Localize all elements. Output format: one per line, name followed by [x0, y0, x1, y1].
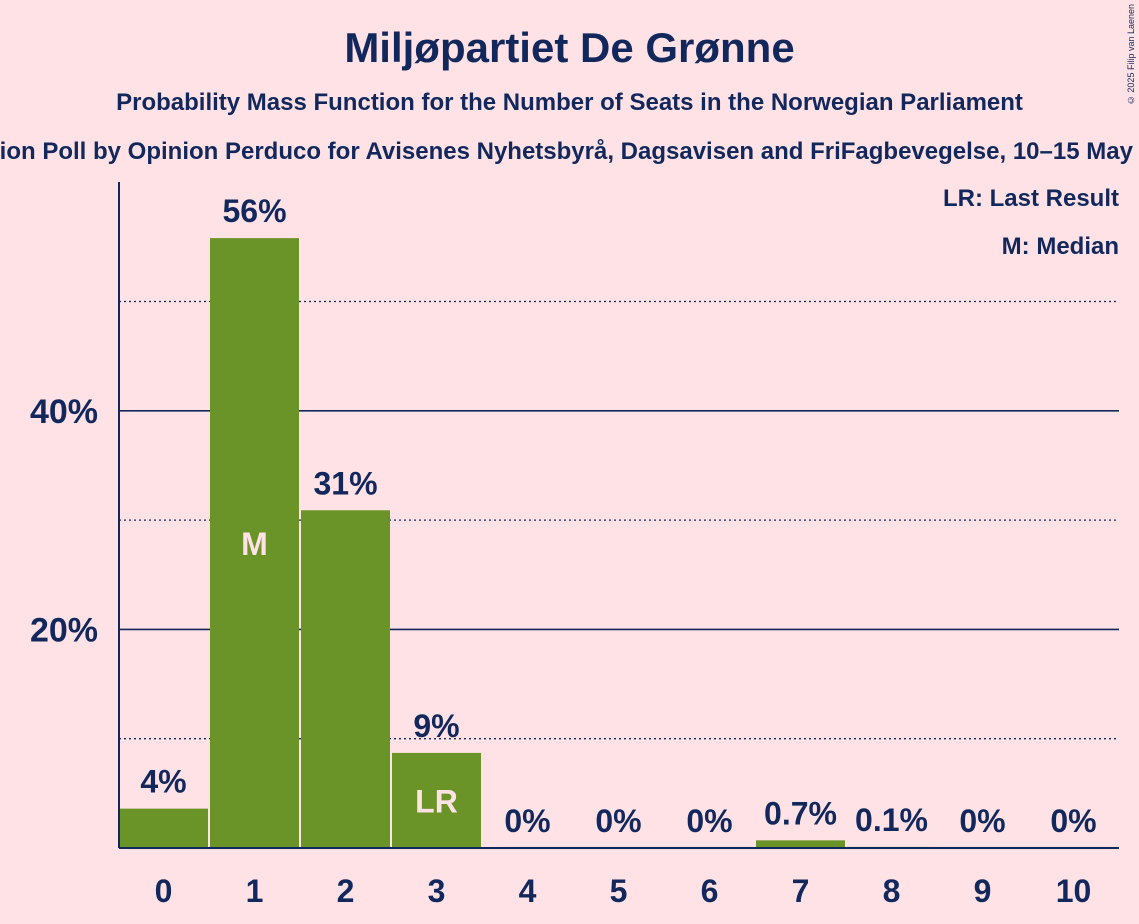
- bar: [119, 808, 208, 848]
- x-tick-label: 6: [701, 873, 719, 909]
- x-tick-label: 7: [792, 873, 810, 909]
- bar-value-label: 0%: [959, 803, 1005, 839]
- chart-subtitle: Probability Mass Function for the Number…: [116, 89, 1023, 116]
- x-tick-label: 1: [246, 873, 264, 909]
- bar-value-label: 31%: [313, 465, 377, 501]
- bar-value-label: 0%: [504, 803, 550, 839]
- y-tick-label: 40%: [30, 393, 98, 431]
- bar: [210, 238, 299, 848]
- x-tick-label: 3: [428, 873, 446, 909]
- bar: [756, 840, 845, 848]
- x-tick-label: 0: [155, 873, 173, 909]
- legend-last-result: LR: Last Result: [942, 185, 1119, 212]
- bar-value-label: 4%: [140, 764, 186, 800]
- x-tick-label: 5: [610, 873, 628, 909]
- bar-value-label: 9%: [413, 708, 459, 744]
- bar: [301, 510, 390, 848]
- x-tick-label: 4: [519, 873, 537, 909]
- x-tick-label: 10: [1056, 873, 1092, 909]
- bar-value-label: 0%: [686, 803, 732, 839]
- bar-value-label: 56%: [222, 193, 286, 229]
- bar-value-label: 0%: [1050, 803, 1096, 839]
- x-tick-label: 9: [974, 873, 992, 909]
- bar-value-label: 0.7%: [764, 795, 837, 831]
- chart-poll-source: Opinion Poll by Opinion Perduco for Avis…: [0, 138, 1139, 165]
- chart-title: Miljøpartiet De Grønne: [344, 24, 795, 71]
- bar-value-label: 0.1%: [855, 802, 928, 838]
- x-tick-label: 8: [883, 873, 901, 909]
- x-tick-label: 2: [337, 873, 355, 909]
- bar: [392, 752, 481, 848]
- legend-median: M: Median: [1001, 233, 1119, 260]
- last-result-marker: LR: [415, 783, 458, 819]
- y-tick-label: 20%: [30, 611, 98, 649]
- bar-value-label: 0%: [595, 803, 641, 839]
- median-marker: M: [241, 526, 268, 562]
